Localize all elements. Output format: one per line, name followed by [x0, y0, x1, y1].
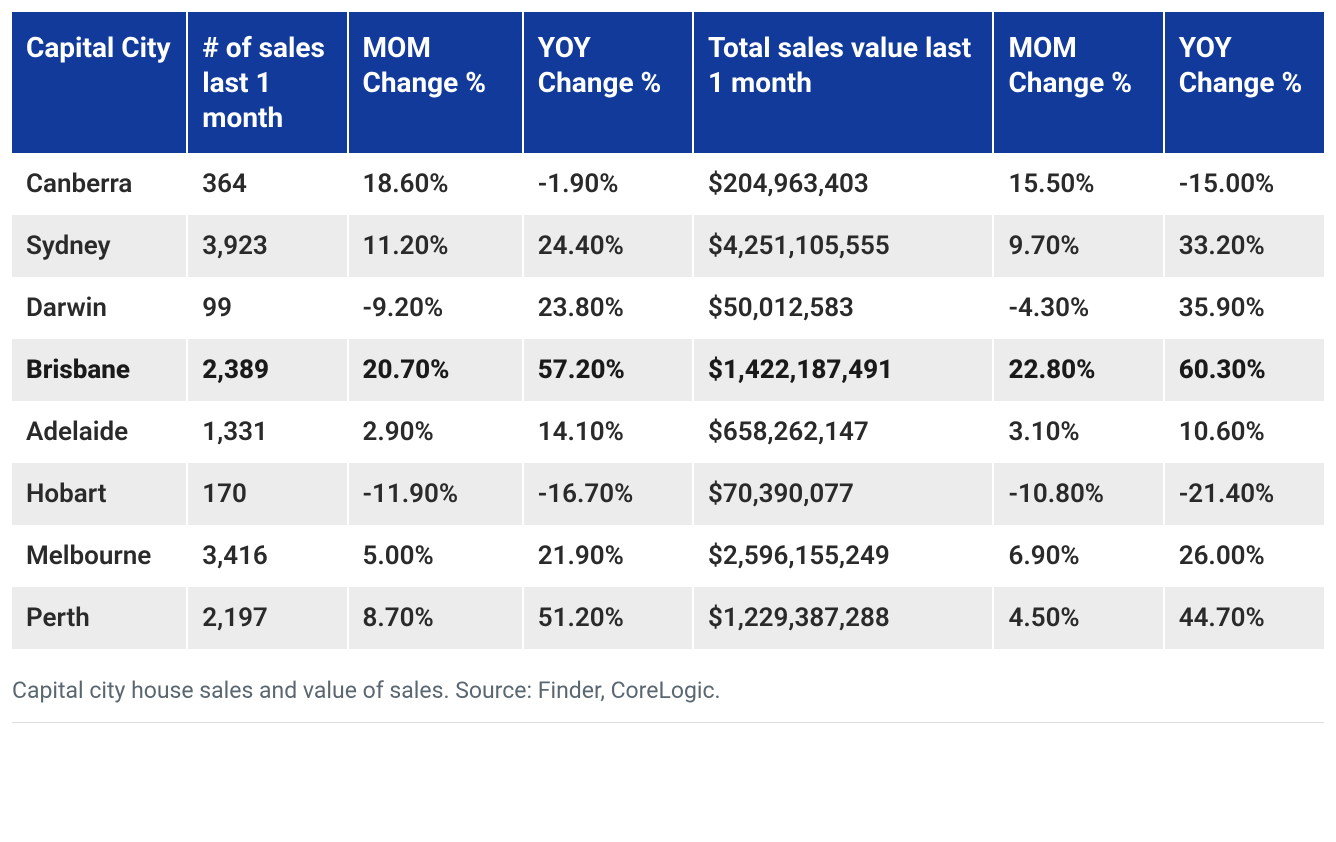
table-cell: $4,251,105,555 — [693, 215, 993, 277]
table-cell: 60.30% — [1164, 339, 1324, 401]
table-cell: Brisbane — [12, 339, 187, 401]
table-row: Hobart170-11.90%-16.70%$70,390,077-10.80… — [12, 463, 1324, 525]
sales-table: Capital City # of sales last 1 month MOM… — [12, 12, 1324, 649]
table-cell: 14.10% — [523, 401, 693, 463]
table-cell: $50,012,583 — [693, 277, 993, 339]
table-cell: 3,416 — [187, 525, 347, 587]
table-cell: 1,331 — [187, 401, 347, 463]
table-cell: -21.40% — [1164, 463, 1324, 525]
table-cell: $1,229,387,288 — [693, 587, 993, 649]
table-cell: 9.70% — [993, 215, 1163, 277]
table-cell: 51.20% — [523, 587, 693, 649]
col-header: MOM Change % — [993, 12, 1163, 153]
col-header: # of sales last 1 month — [187, 12, 347, 153]
col-header: MOM Change % — [348, 12, 523, 153]
table-cell: 22.80% — [993, 339, 1163, 401]
table-cell: 99 — [187, 277, 347, 339]
table-cell: Sydney — [12, 215, 187, 277]
table-cell: 15.50% — [993, 153, 1163, 215]
table-cell: 23.80% — [523, 277, 693, 339]
table-cell: $70,390,077 — [693, 463, 993, 525]
table-cell: 35.90% — [1164, 277, 1324, 339]
table-row: Darwin99-9.20%23.80%$50,012,583-4.30%35.… — [12, 277, 1324, 339]
table-header: Capital City # of sales last 1 month MOM… — [12, 12, 1324, 153]
table-cell: -1.90% — [523, 153, 693, 215]
table-cell: $1,422,187,491 — [693, 339, 993, 401]
table-cell: 4.50% — [993, 587, 1163, 649]
table-cell: -9.20% — [348, 277, 523, 339]
table-cell: 20.70% — [348, 339, 523, 401]
table-cell: 364 — [187, 153, 347, 215]
table-row: Melbourne3,4165.00%21.90%$2,596,155,2496… — [12, 525, 1324, 587]
table-cell: 8.70% — [348, 587, 523, 649]
table-cell: 3,923 — [187, 215, 347, 277]
table-cell: 6.90% — [993, 525, 1163, 587]
table-cell: 170 — [187, 463, 347, 525]
table-cell: Perth — [12, 587, 187, 649]
table-caption: Capital city house sales and value of sa… — [12, 677, 1324, 723]
table-cell: 2,389 — [187, 339, 347, 401]
table-cell: -4.30% — [993, 277, 1163, 339]
col-header: Total sales value last 1 month — [693, 12, 993, 153]
table-cell: Melbourne — [12, 525, 187, 587]
table-row: Sydney3,92311.20%24.40%$4,251,105,5559.7… — [12, 215, 1324, 277]
table-cell: Adelaide — [12, 401, 187, 463]
table-cell: 24.40% — [523, 215, 693, 277]
table-cell: 18.60% — [348, 153, 523, 215]
col-header: Capital City — [12, 12, 187, 153]
table-cell: -11.90% — [348, 463, 523, 525]
table-cell: $2,596,155,249 — [693, 525, 993, 587]
table-row: Brisbane2,38920.70%57.20%$1,422,187,4912… — [12, 339, 1324, 401]
table-cell: 3.10% — [993, 401, 1163, 463]
table-cell: 10.60% — [1164, 401, 1324, 463]
table-cell: -16.70% — [523, 463, 693, 525]
table-cell: Hobart — [12, 463, 187, 525]
table-cell: 44.70% — [1164, 587, 1324, 649]
table-cell: 57.20% — [523, 339, 693, 401]
table-cell: -10.80% — [993, 463, 1163, 525]
table-cell: 26.00% — [1164, 525, 1324, 587]
table-cell: 33.20% — [1164, 215, 1324, 277]
col-header: YOY Change % — [1164, 12, 1324, 153]
sales-table-container: Capital City # of sales last 1 month MOM… — [12, 12, 1324, 723]
table-cell: 21.90% — [523, 525, 693, 587]
table-cell: $204,963,403 — [693, 153, 993, 215]
table-cell: 5.00% — [348, 525, 523, 587]
table-cell: Darwin — [12, 277, 187, 339]
table-cell: 2,197 — [187, 587, 347, 649]
table-cell: Canberra — [12, 153, 187, 215]
table-row: Perth2,1978.70%51.20%$1,229,387,2884.50%… — [12, 587, 1324, 649]
table-cell: 2.90% — [348, 401, 523, 463]
table-cell: 11.20% — [348, 215, 523, 277]
table-cell: -15.00% — [1164, 153, 1324, 215]
table-row: Adelaide1,3312.90%14.10%$658,262,1473.10… — [12, 401, 1324, 463]
col-header: YOY Change % — [523, 12, 693, 153]
table-row: Canberra36418.60%-1.90%$204,963,40315.50… — [12, 153, 1324, 215]
table-body: Canberra36418.60%-1.90%$204,963,40315.50… — [12, 153, 1324, 649]
table-cell: $658,262,147 — [693, 401, 993, 463]
